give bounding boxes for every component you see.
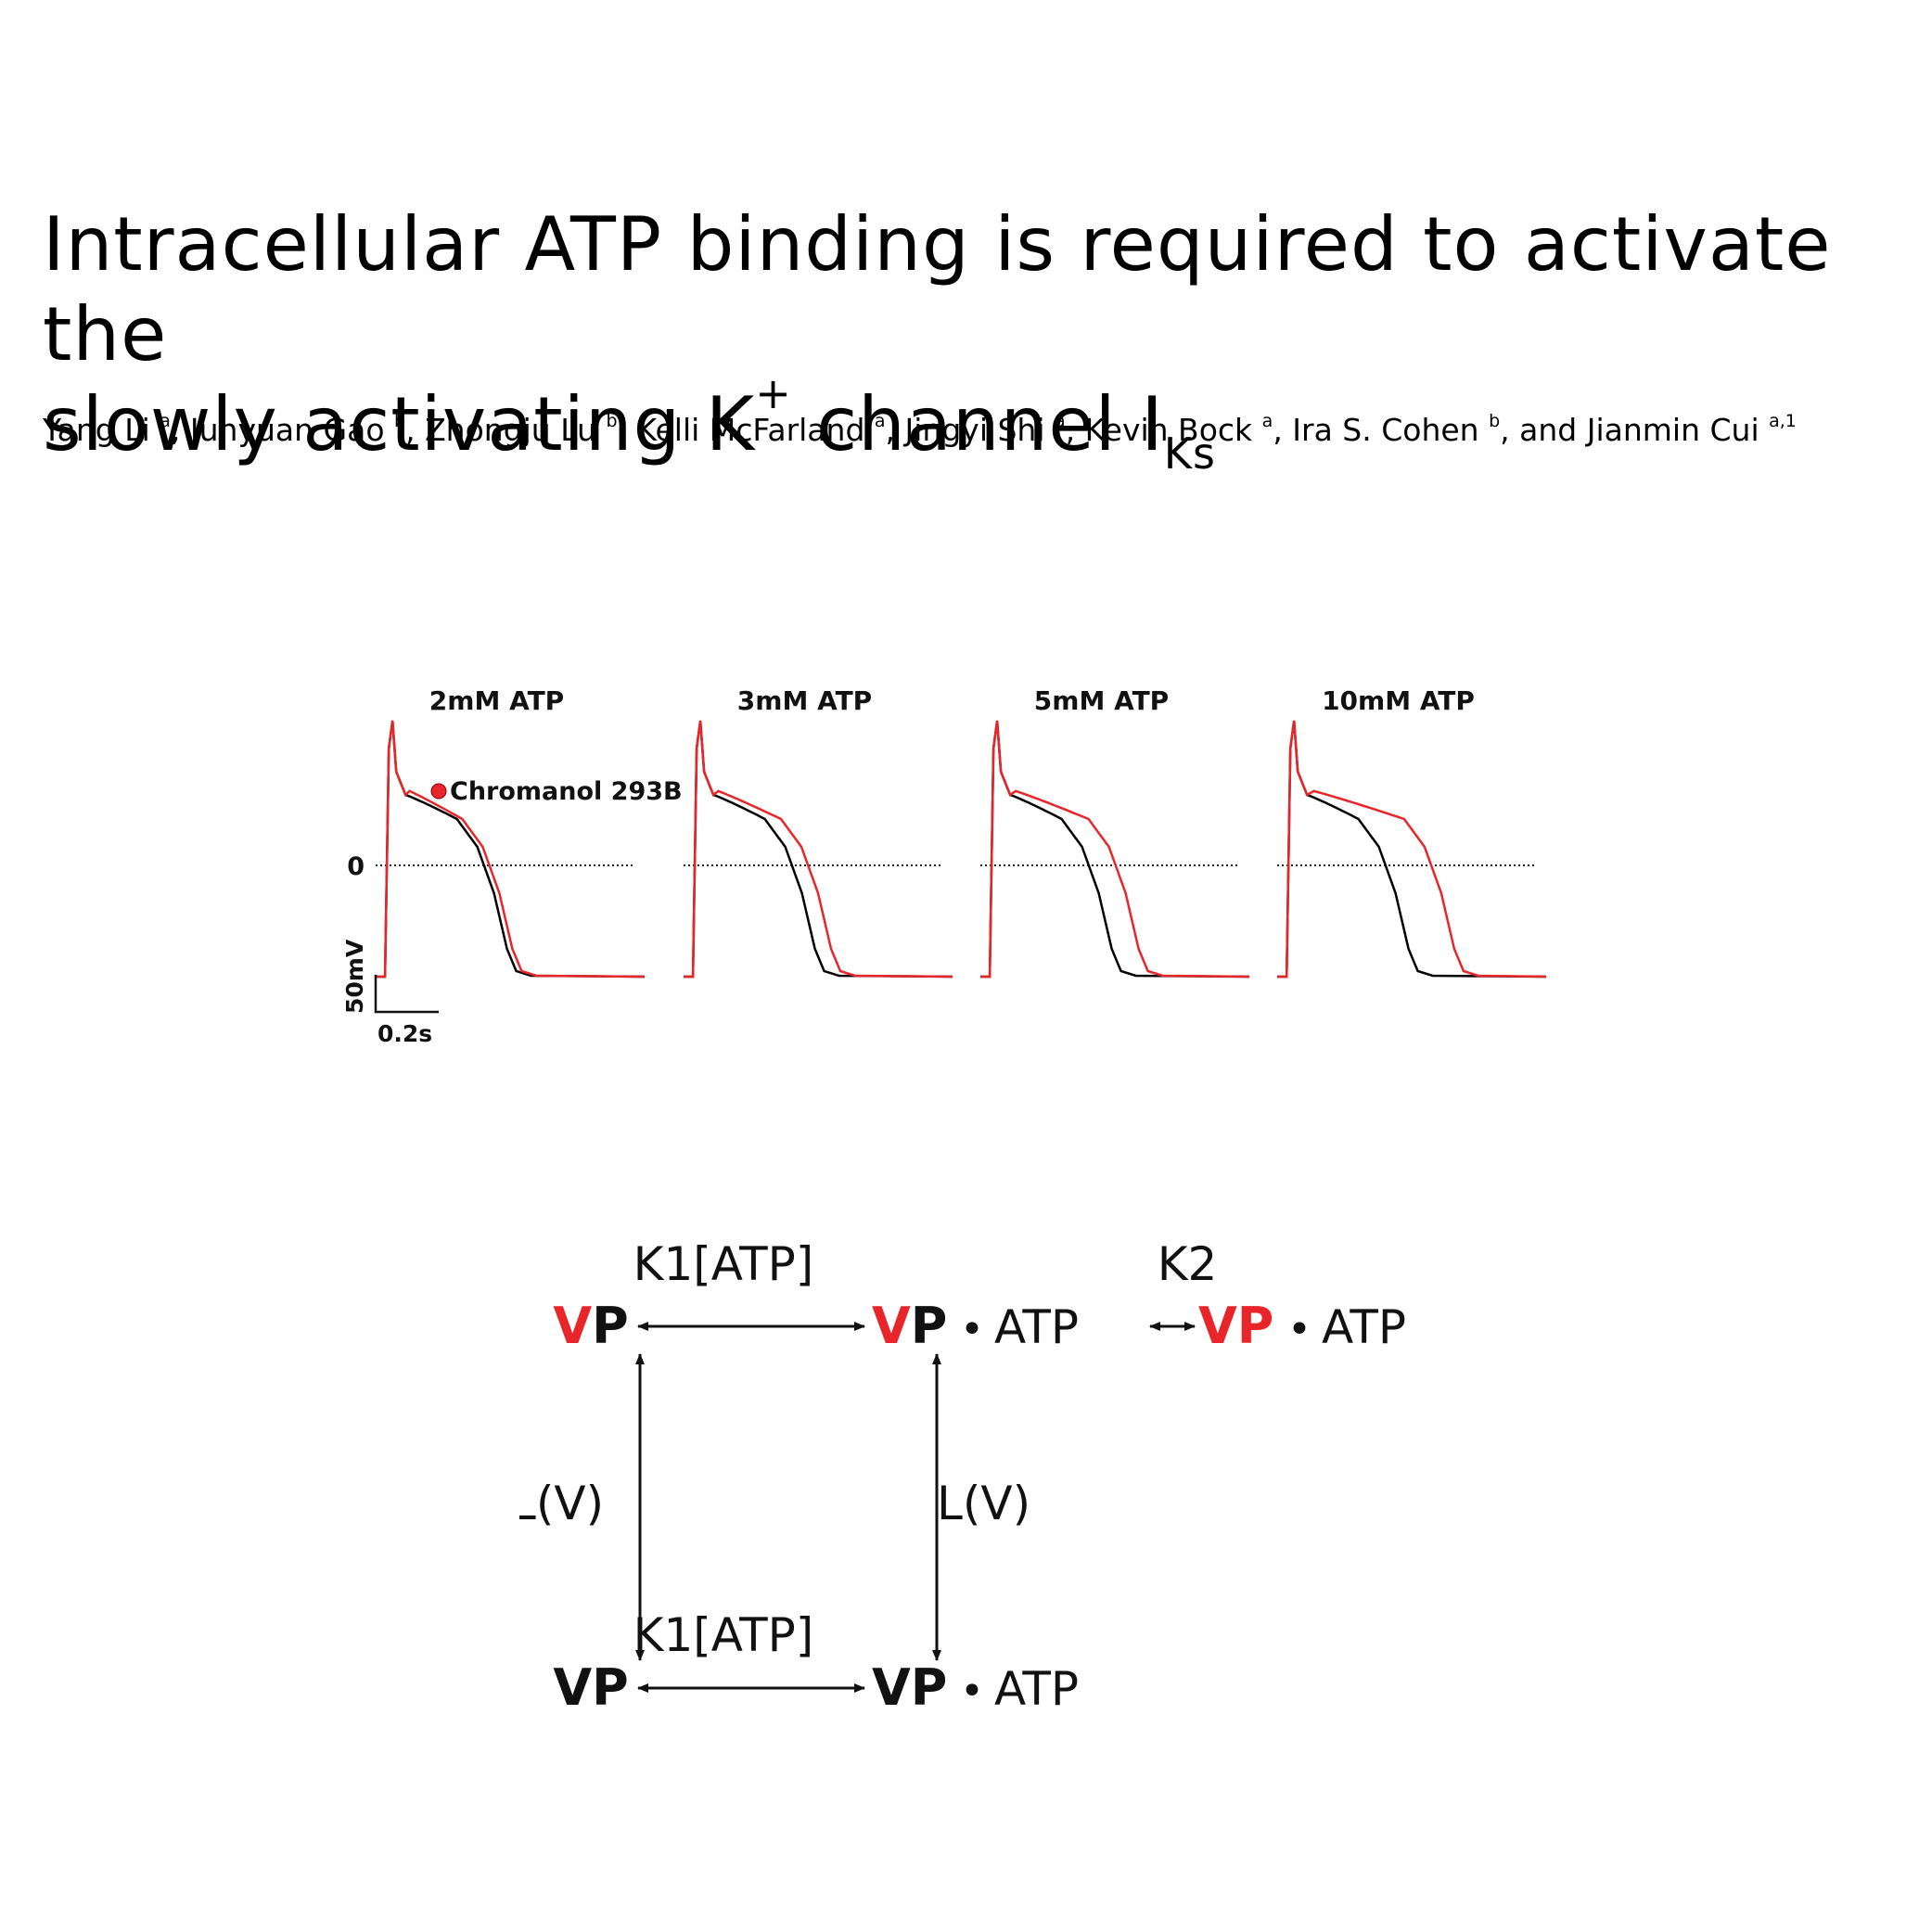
scale-bar [374, 975, 439, 1014]
dot-symbol: • [960, 1668, 984, 1715]
p-letter: P [911, 1297, 948, 1355]
p-letter-red: P [1237, 1297, 1274, 1355]
author-name: Jingyi Shi [904, 412, 1045, 448]
v-letter-red: V [1198, 1297, 1237, 1355]
author-name: Jianmin Cui [1586, 412, 1759, 448]
author-name: Kelli McFarland [636, 412, 865, 448]
author-list: Yang Li a, Junyuan Gao b, Zhongju Lu b, … [43, 412, 1898, 448]
author-separator: , [617, 412, 637, 448]
dot-symbol: • [960, 1306, 984, 1353]
state-vp-resting-bottom-left: VP [553, 1658, 628, 1717]
control-trace [1277, 720, 1547, 979]
author-name: Ira S. Cohen [1292, 412, 1479, 448]
scale-y-label: 50mV [341, 939, 368, 1014]
panel-label: 3mM ATP [737, 685, 872, 716]
author-name: Yang Li [43, 412, 150, 448]
gating-scheme-diagram: K1[ATP] K2 K1[ATP] L(V) L(V) VP VP • ATP… [510, 1237, 1406, 1717]
author-separator: , [405, 412, 426, 448]
atp-label: ATP [1322, 1300, 1406, 1354]
panel-label: 5mM ATP [1034, 685, 1169, 716]
chromanol-trace [684, 720, 953, 979]
author-affiliation: b [606, 411, 618, 431]
k1-label-top: K1[ATP] [633, 1237, 814, 1291]
author-affiliation: a,1 [1769, 411, 1797, 431]
dot-symbol: • [1287, 1306, 1311, 1353]
author-affiliation: a [160, 411, 171, 431]
state-vp-activated-top-middle: VP [872, 1297, 947, 1355]
author-name: Kevin Bock [1084, 412, 1253, 448]
legend-marker [430, 783, 447, 800]
author-separator: , [885, 412, 905, 448]
author-affiliation: a [1055, 411, 1066, 431]
gating-scheme-figure: K1[ATP] K2 K1[ATP] L(V) L(V) VP VP • ATP… [510, 1224, 1493, 1753]
action-potential-traces: 2mM ATP 3mM ATP 5mM ATP 10mM ATP Chromanol 2… [341, 685, 1547, 1047]
chromanol-trace [1277, 720, 1547, 979]
action-potential-figure: 2mM ATP 3mM ATP 5mM ATP 10mM ATP Chromanol 2… [329, 682, 1563, 1047]
author-separator: , [1065, 412, 1085, 448]
v-letter-red: V [553, 1297, 592, 1355]
state-vp-activated-top-right: VP [1198, 1297, 1273, 1355]
title-line-1: Intracellular ATP binding is required to… [43, 201, 1832, 377]
author-affiliation: b [394, 411, 406, 431]
author-separator: , and [1500, 412, 1587, 448]
state-vp-activated-top-left: VP [553, 1297, 628, 1355]
scale-x-label: 0.2s [377, 1020, 432, 1043]
author-separator: , [1273, 412, 1293, 448]
k2-label: K2 [1158, 1237, 1218, 1291]
control-trace [980, 720, 1250, 979]
v-letter-red: V [872, 1297, 911, 1355]
legend-label: Chromanol 293B [450, 777, 683, 806]
l-label-right: L(V) [937, 1477, 1030, 1530]
panel-label: 2mM ATP [429, 685, 564, 716]
paper-title: Intracellular ATP binding is required to… [43, 199, 1916, 479]
author-affiliation: a [874, 411, 886, 431]
atp-label: ATP [994, 1300, 1079, 1354]
l-label-left: L(V) [519, 1477, 604, 1530]
k1-label-bottom: K1[ATP] [633, 1608, 814, 1662]
zero-label: 0 [347, 852, 365, 881]
atp-label: ATP [994, 1662, 1079, 1716]
panel-label: 10mM ATP [1322, 685, 1475, 716]
author-name: Zhongju Lu [425, 412, 596, 448]
chromanol-trace [980, 720, 1250, 979]
state-vp-resting-bottom-right: VP [872, 1658, 947, 1717]
author-affiliation: a [1261, 411, 1273, 431]
author-affiliation: b [1489, 411, 1501, 431]
title-line-2: slowly activating K+ channel IKs [43, 368, 1216, 479]
author-name: Junyuan Gao [189, 412, 385, 448]
control-trace [684, 720, 953, 979]
author-separator: , [170, 412, 190, 448]
p-letter: P [592, 1297, 629, 1355]
chromanol-trace [376, 720, 646, 979]
